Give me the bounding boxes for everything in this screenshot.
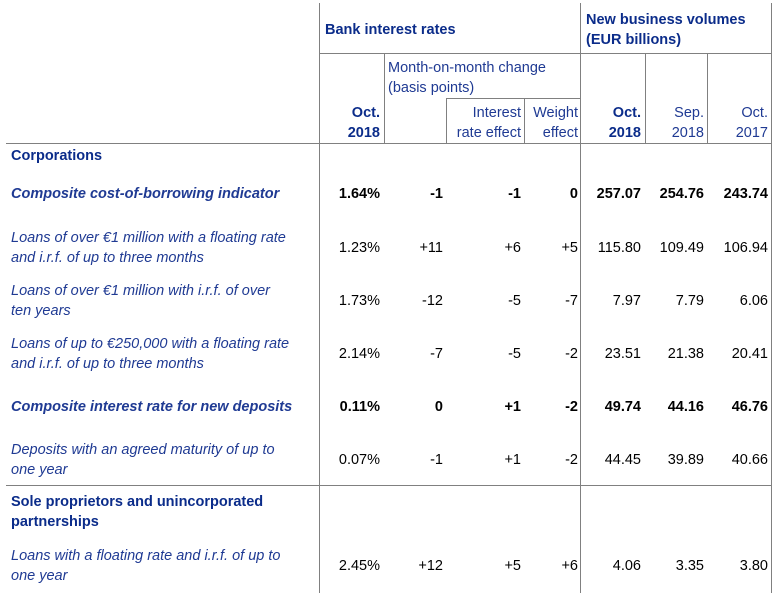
cell-mom: -7 — [430, 346, 443, 362]
cell-vol1: 115.80 — [597, 240, 641, 256]
cell-vol1: 257.07 — [596, 186, 641, 202]
cell-vol1: 23.51 — [604, 346, 641, 362]
cell-interest-effect: +5 — [504, 558, 521, 574]
cell-rate: 1.64% — [338, 186, 380, 202]
header-weight-effect: Weight effect — [533, 105, 578, 141]
cell-rate: 0.11% — [339, 399, 380, 415]
cell-interest-effect: -1 — [508, 186, 521, 202]
cell-interest-effect: +1 — [504, 399, 521, 415]
header-mom-change: Month-on-month change (basis points) — [388, 60, 546, 96]
row-label: Loans with a floating rate and i.r.f. of… — [11, 548, 281, 584]
grid-line — [524, 98, 525, 143]
grid-line — [707, 53, 708, 143]
cell-rate: 2.14% — [338, 346, 380, 362]
cell-vol2: 3.35 — [675, 558, 704, 574]
grid-line — [447, 98, 580, 99]
cell-interest-effect: +1 — [504, 452, 521, 468]
header-volume-col2: Sep. 2018 — [671, 105, 704, 141]
cell-mom: 0 — [434, 399, 443, 415]
cell-weight-effect: -2 — [565, 399, 578, 415]
cell-rate: 0.07% — [338, 452, 380, 468]
header-bank-interest-rates: Bank interest rates — [325, 22, 456, 38]
cell-weight-effect: 0 — [569, 186, 578, 202]
cell-vol2: 7.79 — [675, 293, 704, 309]
header-new-business-volumes: New business volumes (EUR billions) — [586, 12, 746, 48]
cell-weight-effect: +6 — [561, 558, 578, 574]
cell-vol2: 44.16 — [667, 399, 704, 415]
grid-line — [580, 3, 581, 593]
row-label: Composite interest rate for new deposits — [11, 399, 293, 415]
section-sole-proprietors: Sole proprietors and unincorporated part… — [11, 494, 264, 530]
grid-line — [6, 143, 771, 144]
header-interest-rate-effect: Interest rate effect — [456, 105, 521, 141]
cell-vol3: 6.06 — [739, 293, 768, 309]
grid-line — [320, 53, 771, 54]
cell-weight-effect: -2 — [565, 346, 578, 362]
grid-line — [446, 98, 447, 143]
cell-weight-effect: -2 — [565, 452, 578, 468]
cell-interest-effect: +6 — [504, 240, 521, 256]
cell-mom: +11 — [419, 240, 443, 256]
row-label: Composite cost-of-borrowing indicator — [11, 186, 280, 202]
cell-vol1: 49.74 — [604, 399, 641, 415]
cell-weight-effect: -7 — [565, 293, 578, 309]
grid-line — [771, 3, 772, 593]
grid-line — [6, 485, 771, 486]
cell-vol3: 40.66 — [731, 452, 768, 468]
cell-mom: -1 — [430, 186, 443, 202]
cell-vol3: 46.76 — [731, 399, 768, 415]
cell-rate: 1.73% — [338, 293, 380, 309]
cell-vol2: 109.49 — [659, 240, 704, 256]
grid-line — [645, 53, 646, 143]
cell-vol1: 7.97 — [612, 293, 641, 309]
header-rate-period: Oct. 2018 — [347, 105, 380, 141]
header-volume-col3: Oct. 2017 — [735, 105, 768, 141]
cell-rate: 1.23% — [338, 240, 380, 256]
cell-vol3: 20.41 — [731, 346, 768, 362]
cell-vol2: 254.76 — [659, 186, 704, 202]
cell-vol1: 44.45 — [604, 452, 641, 468]
cell-interest-effect: -5 — [508, 293, 521, 309]
cell-vol3: 106.94 — [723, 240, 768, 256]
cell-vol2: 39.89 — [667, 452, 704, 468]
cell-vol3: 243.74 — [723, 186, 768, 202]
cell-mom: -1 — [430, 452, 443, 468]
cell-mom: -12 — [422, 293, 443, 309]
row-label: Deposits with an agreed maturity of up t… — [11, 442, 275, 478]
cell-mom: +12 — [418, 558, 443, 574]
cell-vol3: 3.80 — [739, 558, 768, 574]
row-label: Loans of up to €250,000 with a floating … — [11, 336, 290, 372]
grid-line — [384, 53, 385, 143]
row-label: Loans of over €1 million with i.r.f. of … — [11, 283, 270, 319]
cell-vol2: 21.38 — [667, 346, 704, 362]
header-volume-col1: Oct. 2018 — [608, 105, 641, 141]
row-label: Loans of over €1 million with a floating… — [11, 230, 286, 266]
cell-rate: 2.45% — [338, 558, 380, 574]
section-corporations: Corporations — [11, 148, 103, 164]
cell-interest-effect: -5 — [508, 346, 521, 362]
cell-vol1: 4.06 — [612, 558, 641, 574]
cell-weight-effect: +5 — [561, 240, 578, 256]
grid-line — [319, 3, 320, 593]
